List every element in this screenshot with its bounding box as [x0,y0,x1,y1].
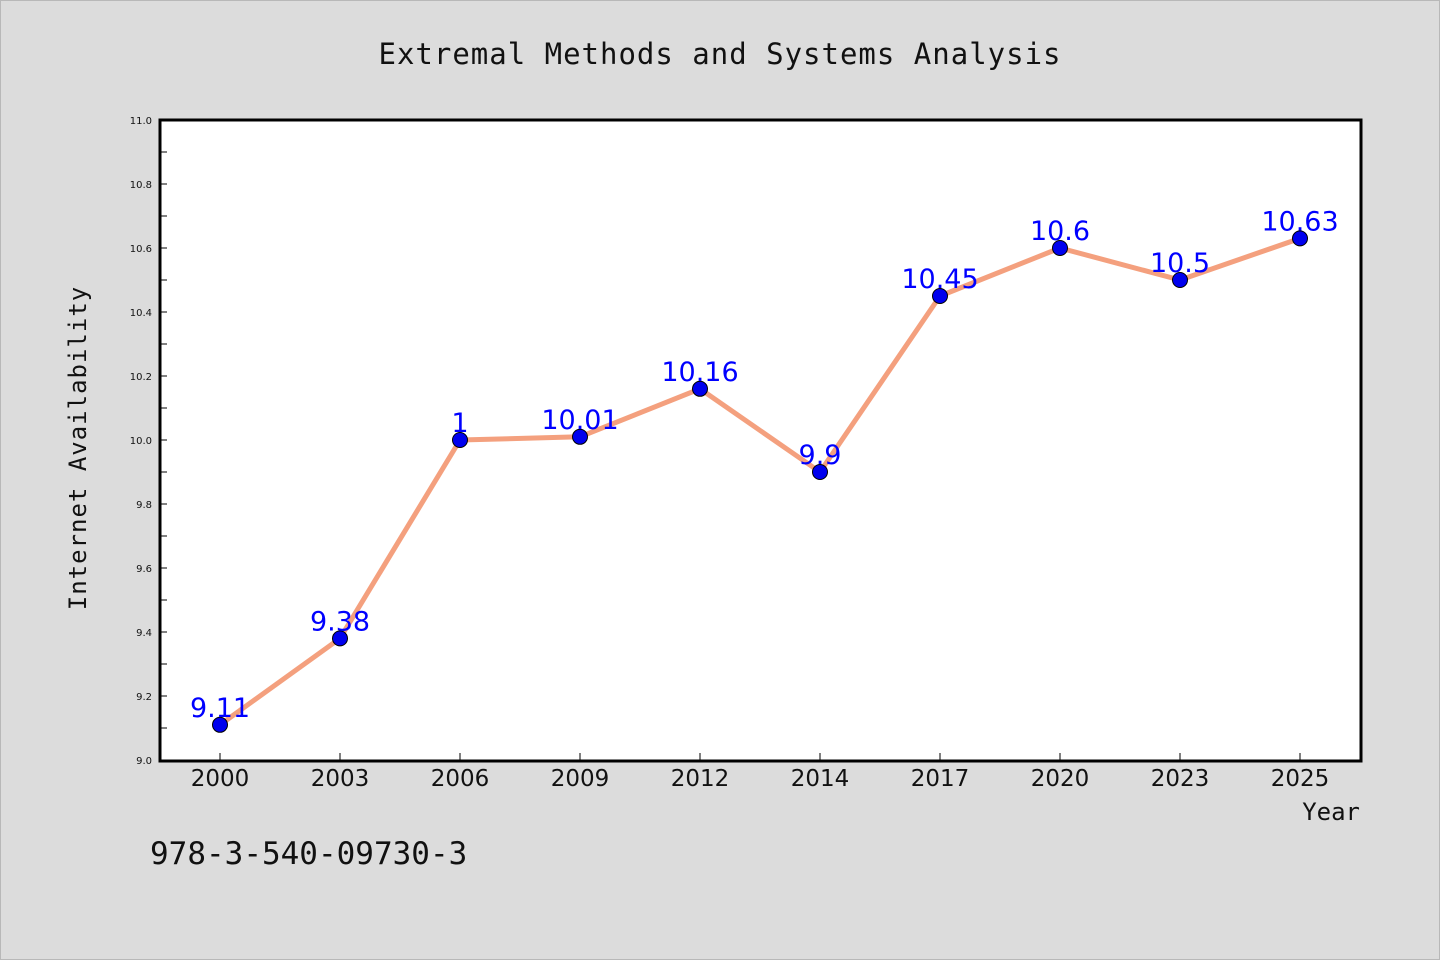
data-point [212,716,228,733]
y-tick-label: 10.6 [130,244,152,255]
data-label: 10.16 [661,357,738,388]
y-tick-label: 10.8 [130,180,152,191]
data-label: 10.01 [541,405,618,436]
data-point [692,380,708,397]
x-tick-label: 2009 [551,766,610,792]
x-tick-label: 2012 [671,766,730,792]
y-tick-label: 10.2 [130,372,152,383]
data-label: 9.38 [310,606,370,637]
y-axis: 9.0 9.2 9.4 9.6 9.8 10.0 10.2 10.4 10.6 10.8 11.0 [130,116,167,767]
y-tick-label: 9.8 [136,500,152,511]
x-tick-label: 2023 [1151,766,1210,792]
data-point [1172,272,1188,288]
isbn-footnote: 978-3-540-09730-3 [150,836,467,872]
x-tick-label: 2025 [1271,766,1330,792]
series-layer: 9.11 9.38 1 10.01 10.16 9.9 10.45 10.6 10.5 10.63 [190,206,1339,733]
y-tick-label: 9.6 [136,564,152,575]
y-tick-label: 10.0 [130,436,152,447]
y-tick-label: 9.2 [136,692,152,703]
y-axis-label: Internet Availability [64,286,92,610]
data-point [1292,230,1308,247]
y-tick-label: 10.4 [130,308,152,319]
plot-area [158,118,1363,763]
data-point [452,432,468,448]
data-point [572,428,588,445]
data-label: 10.6 [1030,216,1090,247]
x-tick-label: 2014 [791,766,850,792]
data-point [932,288,948,304]
data-label: 9.9 [799,440,842,471]
data-label: 1 [451,408,468,439]
data-label: 10.5 [1150,248,1210,279]
series-line [218,236,1301,727]
data-point [812,464,828,480]
data-point [1052,240,1068,256]
x-tick-label: 2017 [911,766,970,792]
y-tick-label: 9.4 [136,628,152,639]
x-axis-label: Year [1302,798,1360,826]
data-label: 9.11 [190,693,250,724]
data-label: 10.63 [1261,206,1338,237]
y-tick-label: 11.0 [130,116,152,127]
chart-title: Extremal Methods and Systems Analysis [378,37,1061,71]
x-tick-label: 2000 [191,766,250,792]
x-tick-label: 2020 [1031,766,1090,792]
x-axis: 2000 2003 2006 2009 2012 2014 2017 2020 2023 2025 [191,753,1330,792]
x-tick-label: 2003 [311,766,370,792]
y-tick-label: 9.0 [136,756,152,767]
data-label: 10.45 [901,264,978,295]
x-tick-label: 2006 [431,766,490,792]
data-point [332,630,348,647]
